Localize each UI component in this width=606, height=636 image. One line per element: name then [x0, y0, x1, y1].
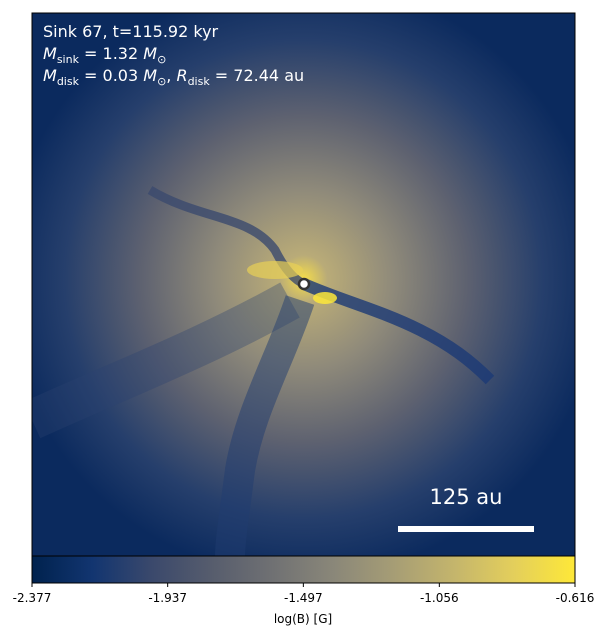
annotation-part: R: [176, 66, 187, 85]
annotation-part: = 1.32: [79, 44, 143, 63]
annotation: Sink 67, t=115.92 kyr: [43, 22, 219, 41]
colorbar-label: log(B) [G]: [274, 612, 332, 626]
annotation-part: ⊙: [157, 75, 166, 88]
annotation: Mdisk = 0.03 M⊙, Rdisk = 72.44 au: [43, 66, 304, 88]
annotation-part: M: [143, 66, 157, 85]
annotation-part: M: [43, 66, 57, 85]
tick-label: -1.937: [148, 591, 187, 605]
tick-label: -2.377: [13, 591, 52, 605]
annotation-part: = 0.03: [79, 66, 143, 85]
tick-label: -0.616: [556, 591, 595, 605]
sink-marker: [297, 277, 311, 291]
annotation-part: ,: [166, 66, 176, 85]
annotation-part: disk: [57, 75, 80, 88]
annotation-part: = 72.44 au: [210, 66, 304, 85]
annotation-part: disk: [188, 75, 211, 88]
annotation-part: M: [143, 44, 157, 63]
field-image: [32, 13, 575, 556]
annotation-part: ⊙: [157, 53, 166, 66]
annotation-part: Sink 67, t=115.92 kyr: [43, 22, 219, 41]
scale-bar-label: 125 au: [430, 485, 503, 509]
tick-label: -1.497: [284, 591, 323, 605]
colorbar: [31, 555, 576, 584]
annotation: Msink = 1.32 M⊙: [43, 44, 166, 66]
annotation-part: sink: [57, 53, 80, 66]
tick-label: -1.056: [420, 591, 459, 605]
annotation-part: M: [43, 44, 57, 63]
